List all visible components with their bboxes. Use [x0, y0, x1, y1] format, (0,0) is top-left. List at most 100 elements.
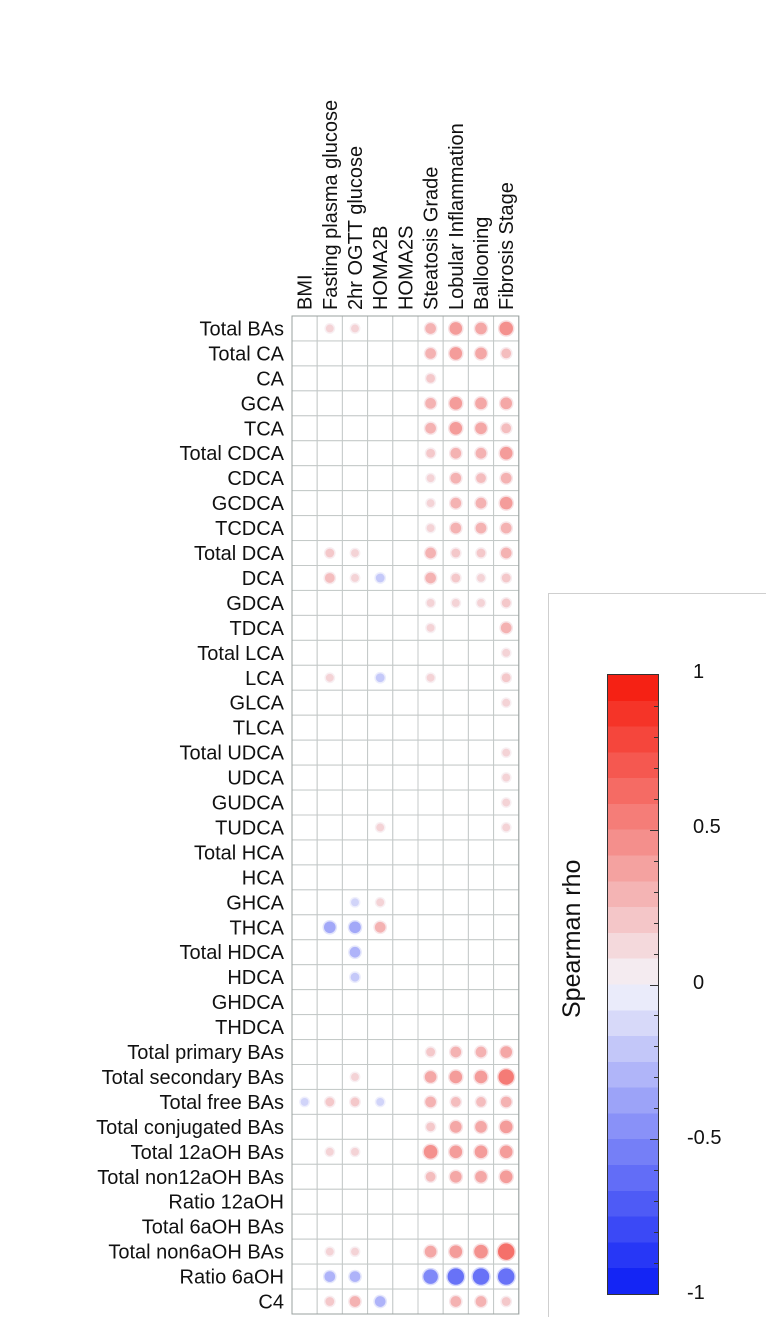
correlation-dot [500, 1046, 513, 1058]
heatmap-cell [291, 914, 318, 941]
colorbar-tick [654, 1015, 658, 1017]
correlation-dot [425, 1096, 436, 1108]
row-label: GUDCA [212, 793, 285, 815]
correlation-dot [426, 474, 435, 483]
correlation-dot [351, 549, 359, 557]
heatmap-cell [392, 365, 419, 392]
correlation-dot [501, 348, 512, 359]
heatmap-cell [316, 889, 343, 916]
heatmap-cell [341, 415, 369, 442]
heatmap-cell [341, 989, 369, 1016]
heatmap-cell [341, 340, 369, 367]
correlation-dot [501, 673, 511, 683]
correlation-dot [423, 1269, 438, 1284]
heatmap-cell [467, 1188, 495, 1215]
heatmap-cell [417, 689, 444, 716]
correlation-dot [499, 446, 513, 460]
heatmap-cell [392, 1213, 419, 1240]
correlation-dot [500, 397, 513, 410]
heatmap-cell [341, 739, 369, 766]
heatmap-border [291, 315, 520, 1315]
row-label: Ratio 12aOH [168, 1192, 284, 1214]
row-label: Total 6aOH BAs [142, 1217, 284, 1239]
heatmap-cell [291, 415, 318, 442]
heatmap-cell [291, 1014, 318, 1041]
heatmap-cell [367, 390, 394, 417]
heatmap-cell [341, 1014, 369, 1041]
heatmap-cell [316, 939, 343, 966]
heatmap-cell [417, 914, 444, 941]
heatmap-cell [442, 914, 469, 941]
heatmap-cell [341, 1213, 369, 1240]
colorbar-tick [654, 953, 658, 955]
heatmap-cell [341, 614, 369, 641]
heatmap-cell [316, 1113, 343, 1140]
heatmap-cell [367, 1188, 394, 1215]
heatmap-cell [341, 689, 369, 716]
heatmap-cell [392, 1039, 419, 1066]
correlation-dot [501, 1297, 511, 1306]
heatmap-cell [291, 490, 318, 517]
correlation-dot [477, 599, 485, 607]
heatmap-cell [392, 415, 419, 442]
row-label: Total non6aOH BAs [108, 1242, 284, 1264]
heatmap-cell [467, 839, 495, 866]
row-label: TLCA [233, 718, 285, 740]
correlation-dot [375, 573, 385, 583]
column-label: Ballooning [471, 217, 493, 310]
heatmap-cell [467, 864, 495, 891]
row-label: Total HDCA [180, 942, 285, 964]
correlation-dot [324, 573, 335, 583]
row-label: GCDCA [212, 493, 285, 515]
heatmap-cell [417, 1014, 444, 1041]
correlation-dot [349, 921, 361, 934]
heatmap-cell [291, 315, 318, 342]
heatmap-cell [291, 565, 318, 591]
heatmap-cell [316, 515, 343, 542]
heatmap-cell [316, 789, 343, 816]
heatmap-cell [493, 864, 520, 891]
heatmap-cell [442, 739, 469, 766]
colorbar-tick-label: 1 [693, 661, 705, 683]
correlation-dot [425, 397, 436, 409]
heatmap-cell [291, 964, 318, 991]
heatmap-cell [392, 589, 419, 616]
heatmap-cell [291, 639, 318, 666]
correlation-dot [449, 1170, 462, 1183]
correlation-dot [475, 422, 487, 435]
row-label: Total CDCA [180, 443, 285, 465]
correlation-dot [501, 598, 511, 608]
heatmap-cell [467, 889, 495, 916]
row-label: TCA [244, 418, 285, 440]
column-label: 2hr OGTT glucose [345, 146, 367, 310]
heatmap-cell [467, 939, 495, 966]
row-labels: Total BAs Total CA CA GCA TCA Total CDCA CDCA G… [96, 318, 285, 1313]
correlation-dot [425, 422, 436, 434]
correlation-dot [498, 1268, 515, 1285]
correlation-dot [475, 397, 487, 410]
colorbar-tick [654, 767, 658, 769]
heatmap-cell [417, 714, 444, 741]
heatmap-cell [392, 390, 419, 417]
heatmap-cell [316, 814, 343, 841]
heatmap-cell [442, 989, 469, 1016]
correlation-dot [502, 823, 511, 832]
heatmap-cell [392, 340, 419, 367]
heatmap-cell [291, 465, 318, 492]
correlation-dot [424, 1071, 437, 1083]
correlation-dot [450, 1097, 461, 1107]
row-label: Total primary BAs [127, 1042, 284, 1064]
heatmap-cell [316, 365, 343, 392]
heatmap-cell [392, 1188, 419, 1215]
heatmap-cell [493, 1188, 520, 1215]
column-label: BMI [295, 274, 317, 310]
heatmap-cell [417, 864, 444, 891]
heatmap-cell [367, 1014, 394, 1041]
heatmap-cell [467, 789, 495, 816]
heatmap-cell [467, 914, 495, 941]
correlation-dot [351, 1247, 359, 1256]
heatmap-cell [392, 814, 419, 841]
correlation-dot [451, 573, 461, 583]
colorbar-tick-label: 0.5 [693, 816, 721, 839]
heatmap-cell [442, 814, 469, 841]
